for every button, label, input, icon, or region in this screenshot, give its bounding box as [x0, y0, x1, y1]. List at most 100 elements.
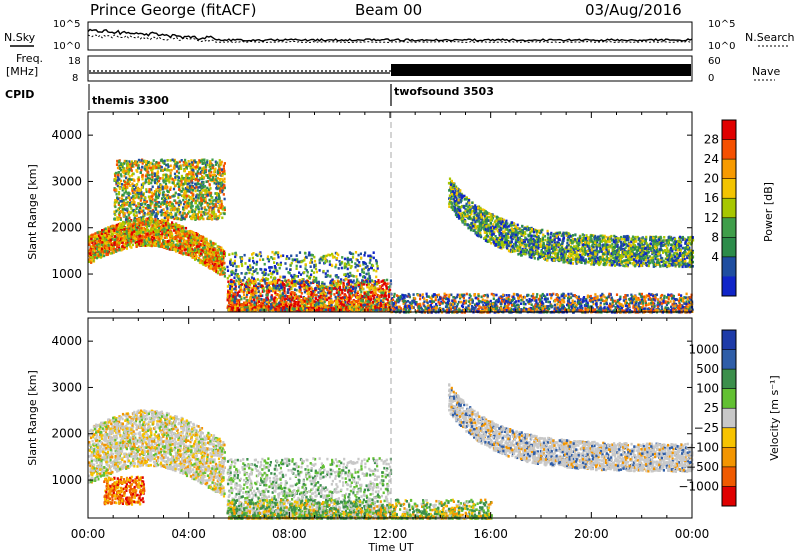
- echo-cell: [98, 248, 100, 251]
- echo-cell: [151, 245, 153, 248]
- echo-cell: [115, 210, 117, 213]
- echo-cell: [129, 223, 131, 226]
- echo-cell: [151, 236, 153, 239]
- echo-cell: [119, 231, 121, 234]
- echo-cell: [113, 225, 115, 228]
- echo-cell: [182, 183, 184, 186]
- echo-cell: [205, 213, 207, 216]
- echo-cell: [151, 192, 153, 195]
- echo-cell: [207, 164, 209, 167]
- echo-cell: [120, 180, 122, 183]
- nsky-panel: [88, 22, 692, 50]
- echo-cell: [308, 295, 310, 298]
- echo-cell: [136, 243, 138, 246]
- echo-cell: [134, 220, 136, 223]
- echo-cell: [108, 228, 110, 231]
- echo-cell: [198, 202, 200, 205]
- echo-cell: [128, 211, 130, 214]
- echo-cell: [155, 161, 157, 164]
- echo-cell: [114, 206, 116, 209]
- echo-cell: [367, 291, 369, 294]
- echo-cell: [364, 301, 366, 304]
- echo-cell: [158, 165, 160, 168]
- echo-cell: [200, 204, 202, 207]
- echo-cell: [205, 189, 207, 192]
- echo-cell: [144, 160, 146, 163]
- echo-cell: [150, 232, 152, 235]
- echo-cell: [118, 160, 120, 163]
- echo-cell: [137, 218, 139, 221]
- echo-cell: [223, 252, 225, 255]
- echo-cell: [166, 169, 168, 172]
- echo-cell: [197, 206, 199, 209]
- echo-cell: [195, 206, 197, 209]
- echo-cell: [161, 219, 163, 222]
- echo-cell: [133, 223, 135, 226]
- echo-cell: [148, 188, 150, 191]
- echo-cell: [224, 275, 226, 278]
- echo-cell: [138, 193, 140, 196]
- echo-cell: [201, 217, 203, 220]
- echo-cell: [140, 169, 142, 172]
- echo-cell: [151, 176, 153, 179]
- echo-cell: [209, 206, 211, 209]
- echo-cell: [148, 179, 150, 182]
- echo-cell: [150, 162, 152, 165]
- echo-cell: [104, 244, 106, 247]
- echo-cell: [171, 221, 173, 224]
- echo-cell: [197, 162, 199, 165]
- echo-cell: [212, 166, 214, 169]
- echo-cell: [195, 202, 197, 205]
- echo-cell: [175, 231, 177, 234]
- echo-cell: [140, 171, 142, 174]
- echo-cell: [207, 204, 209, 207]
- echo-cell: [167, 175, 169, 178]
- echo-cell: [145, 180, 147, 183]
- echo-cell: [202, 236, 204, 239]
- echo-cell: [114, 217, 116, 220]
- echo-cell: [176, 183, 178, 186]
- echo-cell: [170, 165, 172, 168]
- echo-cell: [197, 197, 199, 200]
- echo-cell: [208, 199, 210, 202]
- echo-cell: [124, 209, 126, 212]
- echo-cell: [122, 187, 124, 190]
- echo-cell: [126, 208, 128, 211]
- echo-cell: [180, 252, 182, 255]
- echo-cell: [136, 214, 138, 217]
- echo-cell: [196, 233, 198, 236]
- echo-cell: [125, 173, 127, 176]
- echo-cell: [269, 299, 271, 302]
- echo-cell: [219, 183, 221, 186]
- echo-cell: [360, 304, 362, 307]
- echo-cell: [175, 214, 177, 217]
- echo-cell: [166, 207, 168, 210]
- echo-cell: [385, 285, 387, 288]
- echo-cell: [193, 232, 195, 235]
- echo-cell: [174, 185, 176, 188]
- echo-cell: [377, 279, 379, 282]
- echo-cell: [193, 176, 195, 179]
- echo-cell: [158, 229, 160, 232]
- echo-cell: [110, 239, 112, 242]
- echo-cell: [243, 294, 245, 297]
- echo-cell: [91, 259, 93, 262]
- echo-cell: [167, 216, 169, 219]
- echo-cell: [111, 225, 113, 228]
- echo-cell: [128, 197, 130, 200]
- echo-cell: [170, 172, 172, 175]
- echo-cell: [246, 296, 248, 299]
- echo-cell: [108, 235, 110, 238]
- echo-cell: [181, 233, 183, 236]
- echo-cell: [141, 235, 143, 238]
- echo-cell: [178, 230, 180, 233]
- echo-cell: [167, 159, 169, 162]
- echo-cell: [139, 231, 141, 234]
- echo-cell: [216, 192, 218, 195]
- echo-cell: [134, 197, 136, 200]
- echo-cell: [194, 183, 196, 186]
- echo-cell: [167, 222, 169, 225]
- echo-cell: [196, 245, 198, 248]
- echo-cell: [317, 291, 319, 294]
